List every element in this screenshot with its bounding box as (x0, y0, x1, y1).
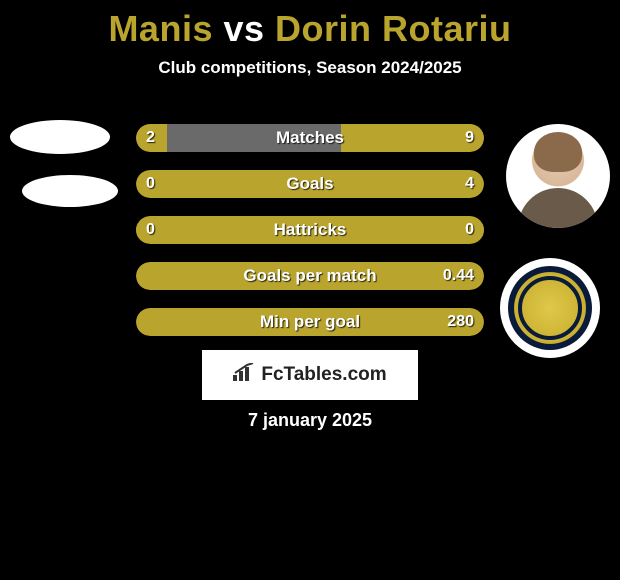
title-vs: vs (223, 8, 264, 49)
player1-avatar-placeholder (10, 120, 110, 154)
player2-club-badge (500, 258, 600, 358)
stat-row: 00Hattricks (136, 216, 484, 244)
brand-watermark: FcTables.com (202, 350, 418, 400)
title-player2: Dorin Rotariu (275, 8, 512, 49)
brand-text: FcTables.com (261, 364, 386, 386)
stat-label: Matches (136, 124, 484, 152)
stat-row: 0.44Goals per match (136, 262, 484, 290)
stat-row: 04Goals (136, 170, 484, 198)
page-title: Manis vs Dorin Rotariu (0, 0, 620, 50)
stat-label: Min per goal (136, 308, 484, 336)
club-badge-icon (508, 266, 592, 350)
stat-label: Hattricks (136, 216, 484, 244)
player1-club-placeholder (22, 175, 118, 207)
stat-row: 280Min per goal (136, 308, 484, 336)
title-player1: Manis (108, 8, 213, 49)
player2-avatar (506, 124, 610, 228)
stat-label: Goals (136, 170, 484, 198)
subtitle: Club competitions, Season 2024/2025 (0, 58, 620, 78)
stat-label: Goals per match (136, 262, 484, 290)
date-label: 7 january 2025 (0, 410, 620, 431)
brand-chart-icon (233, 363, 255, 387)
stats-container: 29Matches 04Goals 00Hattricks 0.44Goals per… (136, 124, 484, 354)
stat-row: 29Matches (136, 124, 484, 152)
